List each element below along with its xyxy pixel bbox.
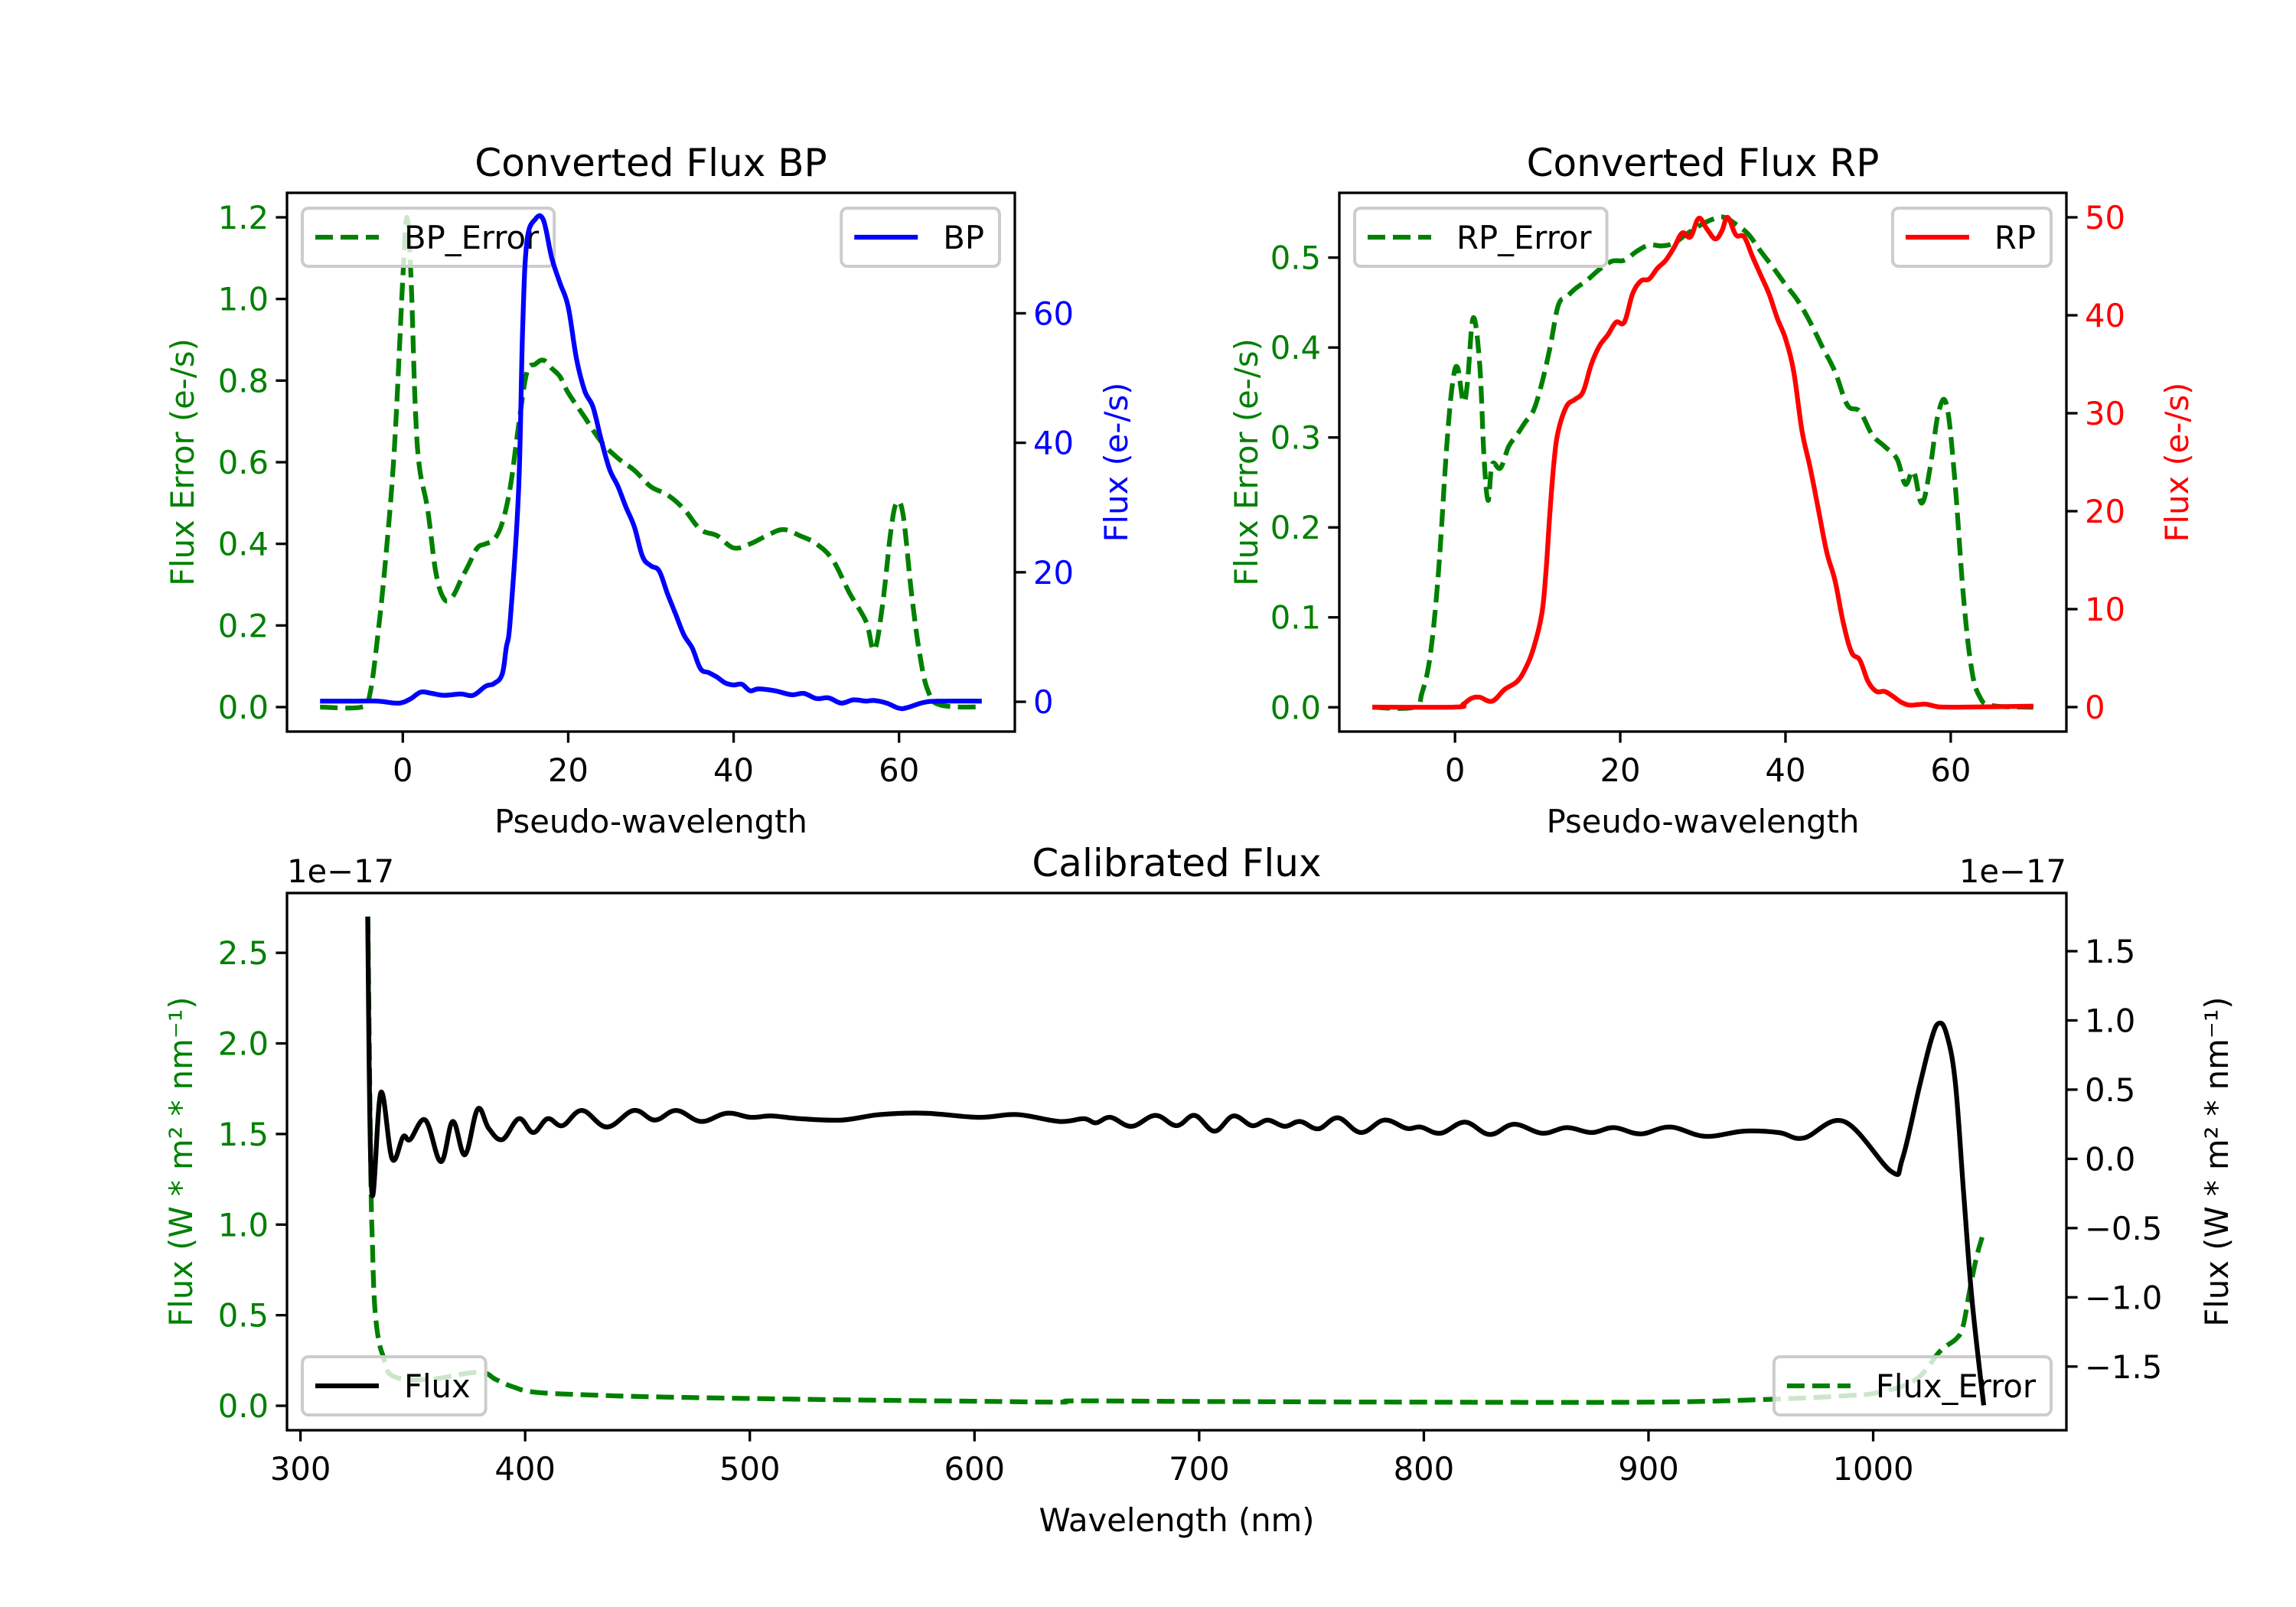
left-y-tick-label: 0.3 xyxy=(1270,419,1321,457)
legend-rp: RP xyxy=(1890,207,2053,268)
bp-flux-panel: Converted Flux BP Pseudo-wavelength 0 20 40 6… xyxy=(164,141,1135,840)
legend-flux: Flux xyxy=(301,1355,488,1416)
left-y-tick-label: 0.8 xyxy=(218,362,269,399)
axes-frame xyxy=(1338,191,2068,733)
series-line-flux xyxy=(365,916,1987,1406)
left-y-tick-label: 0.5 xyxy=(1270,240,1321,277)
x-tick-label: 20 xyxy=(1600,751,1641,789)
left-y-axis-label: Flux (W * m² * nm⁻¹) xyxy=(162,996,200,1326)
legend-label: RP_Error xyxy=(1456,219,1592,256)
right-y-axis-label: Flux (W * m² * nm⁻¹) xyxy=(2198,996,2236,1326)
chart-title: Converted Flux RP xyxy=(1527,141,1880,185)
left-y-tick-label: 0.0 xyxy=(218,689,269,726)
right-y-tick-label: 20 xyxy=(2085,493,2125,530)
axes-frame xyxy=(285,191,1016,733)
legend-frame xyxy=(301,1355,488,1416)
x-tick-label: 20 xyxy=(548,751,589,789)
x-axis-label: Pseudo-wavelength xyxy=(494,803,807,840)
legend-flux-error: Flux_Error xyxy=(1772,1355,2053,1416)
right-y-tick-label: 0 xyxy=(1033,683,1054,721)
x-tick-label: 60 xyxy=(1930,751,1971,789)
right-y-tick-label: 1.0 xyxy=(2085,1002,2135,1039)
x-tick-label: 0 xyxy=(1445,751,1466,789)
calibrated-flux-panel: Calibrated Flux Wavelength (nm) 300 400 500 6… xyxy=(162,841,2236,1539)
legend-label: Flux_Error xyxy=(1876,1367,2037,1405)
right-y-tick-label: 30 xyxy=(2085,395,2125,432)
left-y-axis-label: Flux Error (e-/s) xyxy=(164,338,201,586)
series-line-bp-error xyxy=(320,214,982,711)
right-y-tick-label: 50 xyxy=(2085,199,2125,236)
series-line-rp-error xyxy=(1372,214,2033,711)
x-tick-label: 40 xyxy=(713,751,754,789)
left-y-tick-label: 2.5 xyxy=(218,934,269,972)
left-y-tick-label: 0.0 xyxy=(1270,689,1321,726)
right-y-tick-label: −1.5 xyxy=(2085,1348,2162,1386)
left-y-tick-label: 1.5 xyxy=(218,1116,269,1153)
rp-flux-panel: Converted Flux RP Pseudo-wavelength 0 20 40 6… xyxy=(1228,141,2196,840)
left-y-tick-label: 0.1 xyxy=(1270,599,1321,637)
x-tick-label: 400 xyxy=(494,1450,556,1488)
x-tick-label: 500 xyxy=(719,1450,781,1488)
right-y-tick-label: 0.5 xyxy=(2085,1071,2135,1109)
axes-frame xyxy=(285,892,2068,1432)
series-line-bp xyxy=(320,213,982,712)
right-y-tick-label: 0 xyxy=(2085,689,2105,726)
legend-label: RP xyxy=(1994,219,2036,256)
right-y-tick-label: 40 xyxy=(1033,425,1074,462)
series-line-flux-error xyxy=(365,916,1985,1405)
right-y-tick-label: 1.5 xyxy=(2085,933,2135,970)
x-tick-label: 1000 xyxy=(1832,1450,1913,1488)
right-offset-text: 1e−17 xyxy=(1959,852,2066,890)
legend-frame xyxy=(301,207,556,268)
legend-label: BP_Error xyxy=(404,219,540,256)
x-tick-label: 700 xyxy=(1169,1450,1230,1488)
left-y-tick-label: 0.6 xyxy=(218,444,269,481)
x-axis-label: Wavelength (nm) xyxy=(1039,1501,1314,1539)
right-y-tick-label: 0.0 xyxy=(2085,1140,2135,1178)
legend-frame xyxy=(1890,207,2053,268)
chart-title: Calibrated Flux xyxy=(1032,841,1321,885)
legend-bp: BP xyxy=(840,207,1001,268)
right-y-tick-label: 10 xyxy=(2085,591,2125,628)
right-y-axis-label: Flux (e-/s) xyxy=(1097,383,1135,543)
legend-frame xyxy=(1353,207,1609,268)
x-tick-label: 300 xyxy=(270,1450,331,1488)
left-offset-text: 1e−17 xyxy=(287,852,394,890)
legend-label: Flux xyxy=(404,1367,471,1405)
x-tick-label: 800 xyxy=(1394,1450,1455,1488)
left-y-tick-label: 0.2 xyxy=(1270,509,1321,546)
x-tick-label: 60 xyxy=(879,751,919,789)
x-axis-label: Pseudo-wavelength xyxy=(1547,803,1860,840)
legend-rp-error: RP_Error xyxy=(1353,207,1609,268)
left-y-tick-label: 0.2 xyxy=(218,607,269,644)
x-tick-label: 600 xyxy=(944,1450,1006,1488)
x-tick-label: 900 xyxy=(1618,1450,1679,1488)
series-line-rp xyxy=(1372,214,2033,710)
left-y-tick-label: 1.0 xyxy=(218,1206,269,1244)
right-y-tick-label: −1.0 xyxy=(2085,1279,2162,1316)
right-y-tick-label: −0.5 xyxy=(2085,1210,2162,1247)
legend-bp-error: BP_Error xyxy=(301,207,556,268)
x-tick-label: 40 xyxy=(1765,751,1805,789)
left-y-axis-label: Flux Error (e-/s) xyxy=(1228,338,1265,586)
left-y-tick-label: 0.0 xyxy=(218,1387,269,1425)
right-y-axis-label: Flux (e-/s) xyxy=(2158,383,2196,543)
right-y-tick-label: 20 xyxy=(1033,554,1074,592)
right-y-tick-label: 60 xyxy=(1033,295,1074,332)
left-y-tick-label: 1.0 xyxy=(218,281,269,318)
left-y-tick-label: 0.4 xyxy=(218,526,269,563)
left-y-tick-label: 1.2 xyxy=(218,199,269,236)
x-tick-label: 0 xyxy=(393,751,413,789)
chart-title: Converted Flux BP xyxy=(475,141,827,185)
legend-frame xyxy=(840,207,1001,268)
legend-label: BP xyxy=(943,219,984,256)
left-y-tick-label: 0.4 xyxy=(1270,329,1321,367)
right-y-tick-label: 40 xyxy=(2085,297,2125,334)
left-y-tick-label: 0.5 xyxy=(218,1297,269,1335)
left-y-tick-label: 2.0 xyxy=(218,1025,269,1063)
